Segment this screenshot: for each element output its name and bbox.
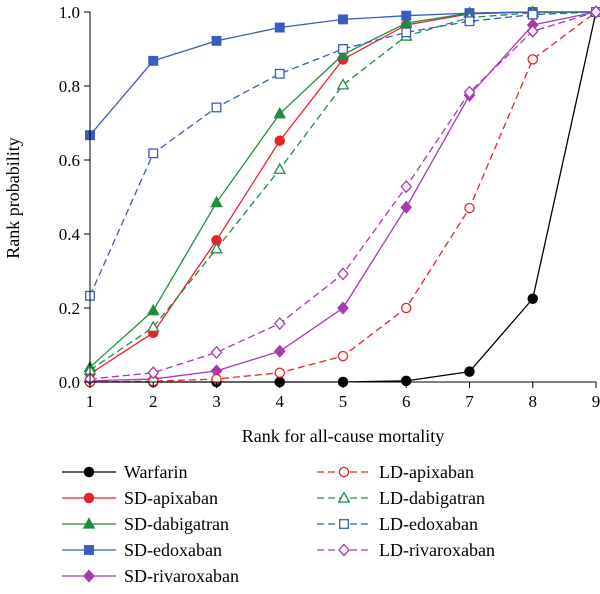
data-point <box>210 242 223 254</box>
data-point <box>274 68 285 79</box>
data-point <box>211 102 222 113</box>
data-point <box>527 9 538 20</box>
legend-label: Warfarin <box>124 462 188 482</box>
legend-label: SD-apixaban <box>124 488 218 508</box>
y-tick-label: 0.6 <box>59 151 80 170</box>
series-line <box>89 11 597 382</box>
legend-label: LD-dabigatran <box>379 488 485 508</box>
data-point <box>147 366 160 380</box>
legend-swatch-marker <box>83 492 95 504</box>
x-tick-label: 3 <box>212 392 221 411</box>
legend-item-sd-rivaroxaban: SD-rivaroxaban <box>62 566 239 586</box>
series-line <box>89 11 597 297</box>
data-point <box>273 344 286 358</box>
legend-item-sd-edoxaban: SD-edoxaban <box>62 540 222 560</box>
data-point <box>400 180 413 194</box>
data-point <box>400 302 412 314</box>
data-point <box>337 350 349 362</box>
data-point <box>273 316 286 331</box>
legend-item-ld-rivaroxaban: LD-rivaroxaban <box>317 540 495 560</box>
y-axis-title: Rank probability <box>3 137 23 258</box>
legend-item-warfarin: Warfarin <box>62 462 188 482</box>
legend-item-sd-dabigatran: SD-dabigatran <box>62 514 229 534</box>
series-ld-edoxaban <box>85 7 600 301</box>
legend-label: LD-apixaban <box>379 462 474 482</box>
legend: Warfarin SD-apixaban SD-dabigatran SD-edoxa… <box>62 462 495 586</box>
series-sd-edoxaban <box>85 7 600 141</box>
data-point <box>274 367 285 378</box>
data-point <box>146 303 160 316</box>
data-point <box>273 107 287 119</box>
series-line <box>89 11 596 136</box>
x-tick-label: 5 <box>339 392 348 411</box>
series-line <box>89 11 596 375</box>
data-point <box>527 293 539 304</box>
legend-label: LD-rivaroxaban <box>379 540 495 560</box>
legend-swatch-marker <box>84 545 94 555</box>
data-point <box>274 135 285 147</box>
x-tick-label: 4 <box>276 392 285 411</box>
data-point <box>401 10 412 21</box>
y-tick-label: 0.2 <box>59 299 80 318</box>
data-point <box>274 22 285 33</box>
data-point <box>464 16 475 27</box>
data-point <box>336 78 350 90</box>
x-tick-label: 1 <box>86 392 95 411</box>
x-tick-label: 9 <box>592 392 600 411</box>
series-ld-rivaroxaban <box>84 5 600 386</box>
x-axis-title: Rank for all-cause mortality <box>242 426 444 446</box>
legend-label: SD-dabigatran <box>124 514 229 534</box>
data-point <box>146 320 160 332</box>
data-point <box>526 24 539 38</box>
legend-label: SD-edoxaban <box>124 540 222 560</box>
data-point <box>401 27 412 38</box>
x-tick-label: 8 <box>529 392 538 411</box>
data-point <box>148 55 159 66</box>
legend-swatch-marker <box>339 519 349 529</box>
legend-label: SD-rivaroxaban <box>124 566 239 586</box>
data-point <box>463 85 476 99</box>
legend-swatch-marker <box>83 569 95 583</box>
legend-item-sd-apixaban: SD-apixaban <box>62 488 218 508</box>
legend-label: LD-edoxaban <box>379 514 478 534</box>
data-point <box>590 5 600 19</box>
y-tick-label: 0.0 <box>59 373 80 392</box>
data-point <box>400 200 413 214</box>
legend-swatch-marker <box>338 466 350 478</box>
axes: 0.0 0.2 0.4 0.6 0.8 1.0 1 2 3 4 5 6 7 8 9 <box>59 3 600 411</box>
series-line <box>89 11 597 380</box>
x-tick-label: 7 <box>465 392 474 411</box>
series-line <box>89 11 597 371</box>
legend-swatch-marker <box>83 466 95 478</box>
series-sd-apixaban <box>84 6 600 380</box>
data-point <box>464 202 475 214</box>
series-line <box>90 11 597 383</box>
legend-swatch-marker <box>338 543 350 557</box>
legend-item-ld-apixaban: LD-apixaban <box>317 462 474 482</box>
legend-item-ld-edoxaban: LD-edoxaban <box>317 514 478 534</box>
series-line <box>89 11 597 383</box>
data-point <box>338 14 348 25</box>
data-point <box>337 301 349 315</box>
legend-swatch-marker <box>82 517 96 529</box>
data-point <box>273 162 287 174</box>
data-point <box>210 195 223 208</box>
x-tick-label: 6 <box>402 392 411 411</box>
x-tick-label: 2 <box>149 392 158 411</box>
y-tick-label: 1.0 <box>59 3 80 22</box>
data-point <box>338 44 348 54</box>
data-point <box>210 345 223 359</box>
data-point <box>211 35 222 46</box>
data-point <box>464 366 475 377</box>
y-tick-label: 0.4 <box>59 225 81 244</box>
legend-swatch-marker <box>337 491 351 503</box>
data-point <box>337 267 349 281</box>
data-point <box>399 16 413 28</box>
y-tick-label: 0.8 <box>59 77 80 96</box>
legend-item-ld-dabigatran: LD-dabigatran <box>317 488 485 508</box>
data-point <box>527 54 539 65</box>
plot-area <box>83 5 600 388</box>
data-point <box>148 148 159 159</box>
